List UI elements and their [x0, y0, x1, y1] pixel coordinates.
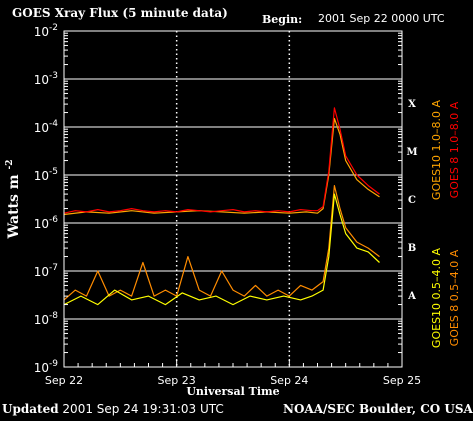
y-tick-label: 10-9 [34, 359, 59, 375]
x-tick-label: Sep 25 [383, 374, 421, 387]
credit-text: NOAA/SEC Boulder, CO USA [283, 402, 473, 416]
chart-title: GOES Xray Flux (5 minute data) [12, 6, 228, 20]
flare-class-label: A [407, 291, 416, 302]
updated-timestamp: Updated 2001 Sep 24 19:31:03 UTC [2, 402, 224, 416]
grid-layer [64, 31, 402, 367]
legend-entry-3: GOES 8 0.5–4.0 A [448, 249, 461, 346]
series-layer [63, 107, 380, 306]
series-line-1 [63, 107, 380, 214]
y-tick-label: 10-2 [34, 23, 58, 39]
x-tick-label: Sep 22 [45, 374, 83, 387]
legend-entry-0: GOES10 1.0–8.0 A [430, 99, 443, 200]
axis-layer: 10-9 10-8 10-7 10-6 10-5 10-4 10-3 10-2 Sep 22 Se… [34, 23, 421, 387]
begin-value: 2001 Sep 22 0000 UTC [318, 12, 445, 25]
series-line-3 [63, 185, 380, 301]
plot-frame [63, 30, 403, 368]
y-tick-label: 10-8 [34, 311, 59, 327]
updated-label: Updated [2, 402, 59, 416]
begin-label: Begin: [262, 13, 303, 26]
y-tick-label: 10-7 [34, 263, 58, 279]
y-axis-label: Watts m -2 [5, 160, 22, 240]
legend-entry-2: GOES10 0.5–4.0 A [430, 247, 443, 348]
legend-entry-1: GOES 8 1.0–8.0 A [448, 101, 461, 198]
updated-value: 2001 Sep 24 19:31:03 UTC [62, 402, 224, 416]
series-line-0 [63, 117, 380, 216]
flare-class-label: M [406, 147, 417, 158]
x-axis-label: Universal Time [186, 385, 279, 398]
y-tick-label: 10-6 [34, 215, 59, 231]
y-tick-label: 10-4 [34, 119, 59, 135]
x-tick-label: Sep 24 [270, 374, 308, 387]
legend-layer: GOES10 1.0–8.0 A GOES 8 1.0–8.0 A GOES10 0… [430, 99, 461, 348]
y-tick-label: 10-3 [34, 71, 58, 87]
flare-class-label: B [408, 243, 416, 254]
series-line-2 [63, 193, 380, 306]
y-tick-label: 10-5 [34, 167, 58, 183]
x-tick-label: Sep 23 [158, 374, 196, 387]
flare-class-label: X [408, 99, 416, 110]
flare-class-label: C [408, 195, 416, 206]
